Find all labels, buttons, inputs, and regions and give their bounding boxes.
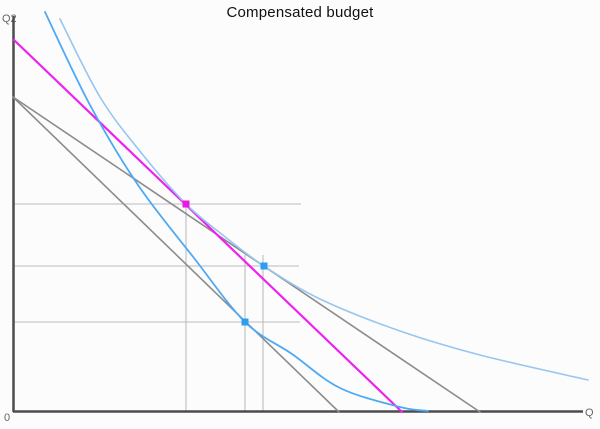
indifference-curve-lower	[44, 11, 429, 412]
budget-line-pivoted	[12, 96, 340, 413]
x-axis-label: Q	[585, 407, 594, 419]
indifference-curve-upper	[59, 18, 589, 381]
magenta-square-marker	[182, 200, 190, 208]
blue-square-marker-upper	[260, 262, 268, 270]
origin-label: 0	[4, 412, 11, 424]
chart-title: Compensated budget	[226, 4, 374, 21]
compensated-budget-line	[12, 38, 404, 414]
blue-square-marker-lower	[241, 318, 249, 326]
